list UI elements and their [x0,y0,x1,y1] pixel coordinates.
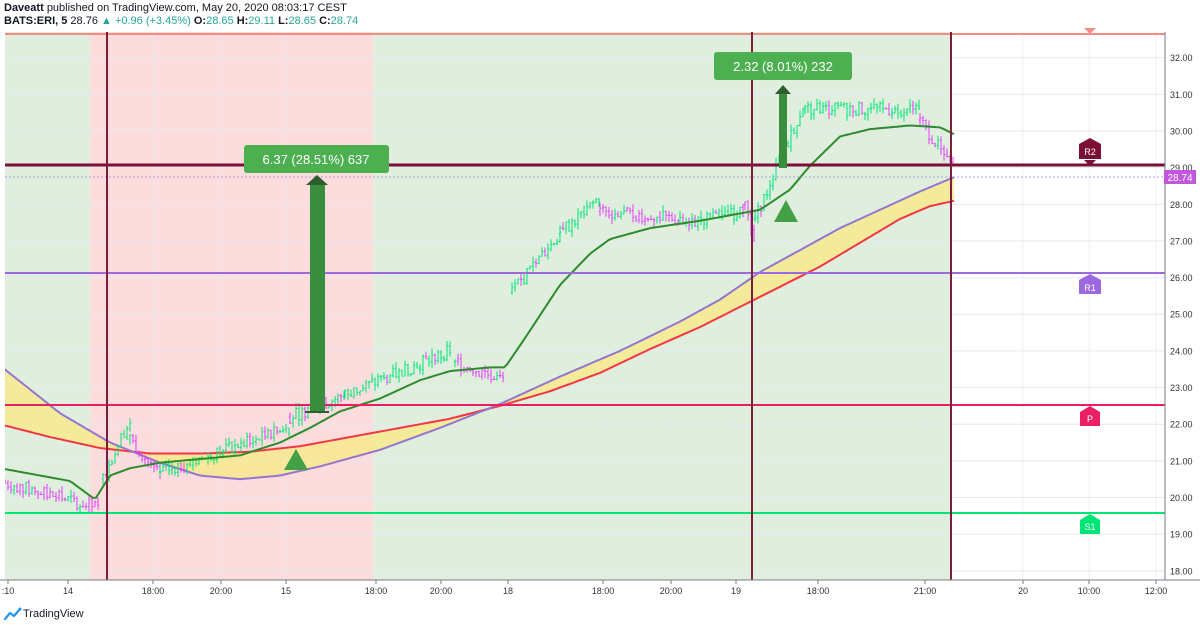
close-value: 28.74 [330,15,359,27]
pivot-p-marker[interactable]: P [1080,406,1100,426]
annotation-label-2-text: 2.32 (8.01%) 232 [733,59,833,74]
ma-red-line [5,199,955,455]
author-name[interactable]: Daveatt [4,2,44,14]
symbol-info: BATS:ERI, 5 28.76 ▲ +0.96 (+3.45%) O:28.… [4,15,358,27]
price-tick-label: 20.00 [1170,493,1193,503]
price-tick-label: 27.00 [1170,236,1193,246]
pivot-r2-label: R2 [1084,147,1096,157]
pivot-p-label: P [1087,414,1093,424]
price-tick-label: 21.00 [1170,456,1193,466]
publish-info: Daveatt published on TradingView.com, Ma… [4,2,347,14]
close-label: C: [319,15,331,27]
time-tick-label: 18:00 [807,586,830,596]
time-tick-label: 18:00 [142,586,165,596]
time-tick-label: 18:00 [592,586,615,596]
open-label: O: [193,15,207,27]
symbol-name[interactable]: BATS:ERI, 5 [4,15,68,27]
tradingview-brand[interactable]: TradingView [23,608,84,620]
price-tick-label: 32.00 [1170,53,1193,63]
time-tick-label: 21:00 [914,586,937,596]
open-value: 28.65 [206,15,234,27]
annotation-label-1-text: 6.37 (28.51%) 637 [263,152,370,167]
pivot-s1-label: S1 [1084,522,1095,532]
low-value: 28.65 [288,15,316,27]
measure-arrow-2 [775,85,791,168]
price-tick-label: 29.00 [1170,163,1193,173]
session-bg-3 [373,32,753,580]
ema-fast-line [5,124,955,499]
price-tick-label: 24.00 [1170,346,1193,356]
last-price-tag-text: 28.74 [1167,173,1192,184]
buy-signal-icon [284,449,308,470]
high-label: H: [236,15,249,27]
price-tick-label: 18.00 [1170,566,1193,576]
time-tick-label: 14 [63,586,73,596]
time-tick-label: :10 [2,586,15,596]
annotation-label-2[interactable]: 2.32 (8.01%) 232 [714,52,852,80]
tradingview-logo-icon[interactable] [4,607,22,621]
measure-arrow-1 [305,175,329,413]
buy-signal-icon [774,200,798,222]
chart-header: Daveatt published on TradingView.com, Ma… [0,0,1200,28]
time-tick-label: 15 [281,586,291,596]
pivot-r1-marker[interactable]: R1 [1079,274,1101,294]
price-tick-label: 30.00 [1170,126,1193,136]
price-tick-label: 26.00 [1170,273,1193,283]
price-tick-label: 31.00 [1170,90,1193,100]
price-tick-label: 19.00 [1170,530,1193,540]
high-value: 29.11 [248,15,276,27]
change-value: ▲ +0.96 (+3.45%) [101,15,191,27]
time-tick-label: 18:00 [365,586,388,596]
last-price-tag: 28.74 [1164,170,1196,184]
time-tick-label: 18 [503,586,513,596]
pivot-r1-label: R1 [1084,283,1096,293]
pivot-s1-marker[interactable]: S1 [1080,514,1100,534]
low-label: L: [278,15,289,27]
session-bg-2 [90,32,373,580]
price-tick-label: 25.00 [1170,310,1193,320]
price-axis[interactable]: 32.00 31.00 30.00 29.00 28.00 27.00 26.00 25.00… [1164,32,1193,580]
time-tick-label: 20:00 [660,586,683,596]
time-axis[interactable]: :10 14 18:00 20:00 15 18:00 20:00 18 18:00 20:00 1… [2,580,1168,596]
published-text: published on TradingView.com, May 20, 20… [46,2,347,14]
time-tick-label: 19 [731,586,741,596]
top-line-caret-icon [1084,28,1096,34]
footer: TradingView [0,604,1200,625]
time-tick-label: 20 [1018,586,1028,596]
price-tick-label: 23.00 [1170,383,1193,393]
time-tick-label: 20:00 [430,586,453,596]
time-tick-label: 12:00 [1145,586,1168,596]
time-tick-label: 20:00 [210,586,233,596]
time-tick-label: 10:00 [1078,586,1101,596]
price-tick-label: 28.00 [1170,200,1193,210]
pivot-r2-caret-icon [1084,160,1096,166]
price-bars [5,98,955,513]
pivot-r2-marker[interactable]: R2 [1079,138,1101,159]
grid [5,32,1165,580]
annotation-label-1[interactable]: 6.37 (28.51%) 637 [244,145,389,173]
price-tick-label: 22.00 [1170,420,1193,430]
last-value: 28.76 [70,15,98,27]
